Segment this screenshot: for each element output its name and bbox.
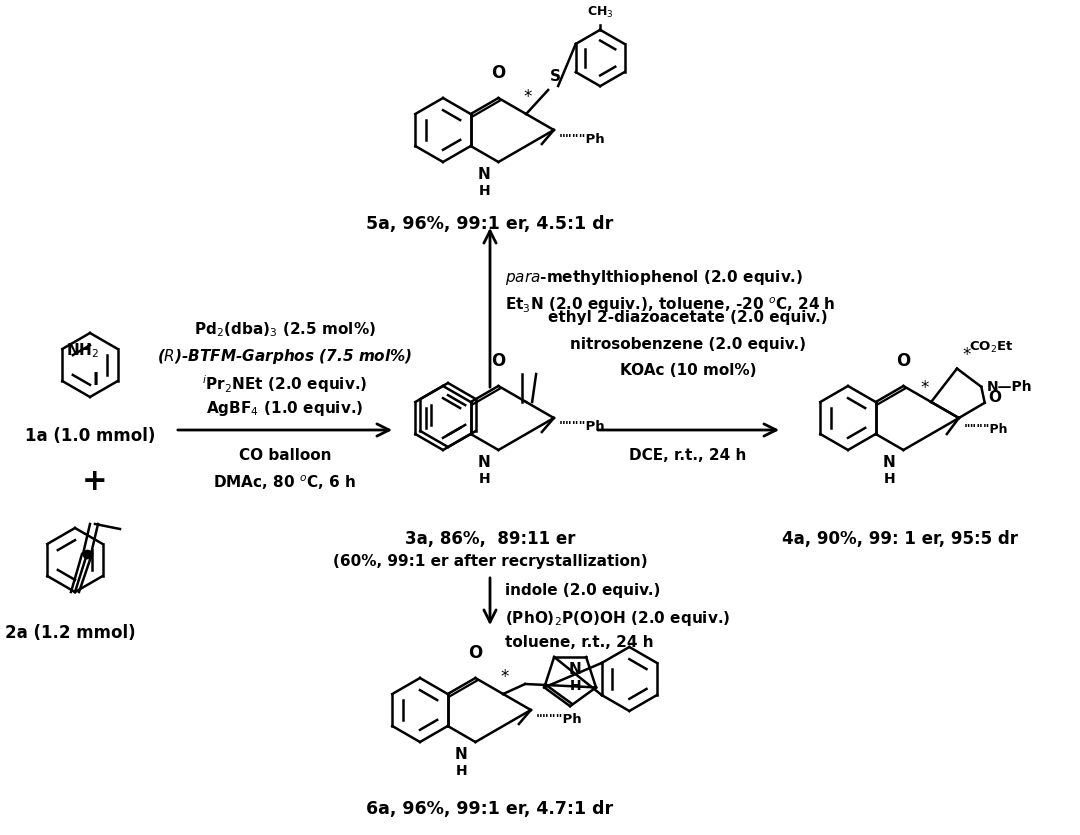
Text: indole (2.0 equiv.): indole (2.0 equiv.) — [505, 583, 660, 598]
Text: *: * — [501, 668, 510, 686]
Text: N: N — [568, 662, 581, 677]
Text: O: O — [491, 64, 505, 82]
Text: O: O — [469, 644, 483, 662]
Text: (60%, 99:1 er after recrystallization): (60%, 99:1 er after recrystallization) — [333, 554, 647, 569]
Text: S: S — [550, 69, 562, 84]
Text: DCE, r.t., 24 h: DCE, r.t., 24 h — [630, 448, 746, 463]
Text: CO$_2$Et: CO$_2$Et — [969, 340, 1013, 355]
Text: 4a, 90%, 99: 1 er, 95:5 dr: 4a, 90%, 99: 1 er, 95:5 dr — [782, 530, 1018, 548]
Text: O: O — [988, 390, 1001, 405]
Text: *: * — [921, 379, 929, 397]
Text: H: H — [569, 679, 581, 693]
Text: 2a (1.2 mmol): 2a (1.2 mmol) — [4, 624, 135, 642]
Text: H: H — [883, 472, 895, 486]
Text: O: O — [896, 352, 910, 370]
Text: Et$_3$N (2.0 equiv.), toluene, -20 $^o$C, 24 h: Et$_3$N (2.0 equiv.), toluene, -20 $^o$C… — [505, 295, 836, 315]
Text: +: + — [82, 468, 108, 497]
Text: """"Ph: """"Ph — [558, 420, 606, 433]
Text: *: * — [962, 346, 970, 363]
Text: CH$_3$: CH$_3$ — [586, 5, 613, 20]
Text: """"Ph: """"Ph — [558, 133, 606, 146]
Text: H: H — [478, 184, 490, 198]
Text: *: * — [524, 88, 532, 106]
Text: ($R$)-BTFM-Garphos (7.5 mol%): ($R$)-BTFM-Garphos (7.5 mol%) — [158, 347, 413, 366]
Text: """"Ph: """"Ph — [536, 713, 582, 726]
Text: 5a, 96%, 99:1 er, 4.5:1 dr: 5a, 96%, 99:1 er, 4.5:1 dr — [366, 215, 613, 233]
Text: $^i$Pr$_2$NEt (2.0 equiv.): $^i$Pr$_2$NEt (2.0 equiv.) — [202, 373, 367, 395]
Text: N—Ph: N—Ph — [986, 380, 1031, 394]
Text: CO balloon: CO balloon — [239, 448, 332, 463]
Text: N: N — [477, 167, 490, 182]
Text: NH$_2$: NH$_2$ — [66, 342, 99, 361]
Text: KOAc (10 mol%): KOAc (10 mol%) — [620, 363, 756, 378]
Text: nitrosobenzene (2.0 equiv.): nitrosobenzene (2.0 equiv.) — [570, 337, 806, 352]
Text: (PhO)$_2$P(O)OH (2.0 equiv.): (PhO)$_2$P(O)OH (2.0 equiv.) — [505, 609, 730, 628]
Text: N: N — [477, 455, 490, 470]
Text: toluene, r.t., 24 h: toluene, r.t., 24 h — [505, 635, 653, 650]
Text: H: H — [456, 764, 468, 778]
Text: ethyl 2-diazoacetate (2.0 equiv.): ethyl 2-diazoacetate (2.0 equiv.) — [549, 310, 827, 325]
Text: AgBF$_4$ (1.0 equiv.): AgBF$_4$ (1.0 equiv.) — [206, 399, 364, 418]
Text: """"Ph: """"Ph — [963, 423, 1009, 436]
Text: 3a, 86%,  89:11 er: 3a, 86%, 89:11 er — [405, 530, 576, 548]
Text: N: N — [455, 747, 468, 762]
Text: H: H — [478, 472, 490, 486]
Text: DMAc, 80 $^o$C, 6 h: DMAc, 80 $^o$C, 6 h — [214, 473, 356, 492]
Text: 6a, 96%, 99:1 er, 4.7:1 dr: 6a, 96%, 99:1 er, 4.7:1 dr — [366, 800, 613, 818]
Text: $\it{para}$-methylthiophenol (2.0 equiv.): $\it{para}$-methylthiophenol (2.0 equiv.… — [505, 268, 804, 287]
Text: 1a (1.0 mmol): 1a (1.0 mmol) — [25, 427, 156, 445]
Text: O: O — [491, 352, 505, 370]
Text: Pd$_2$(dba)$_3$ (2.5 mol%): Pd$_2$(dba)$_3$ (2.5 mol%) — [194, 320, 376, 339]
Text: N: N — [882, 455, 895, 470]
Text: I: I — [93, 371, 99, 389]
